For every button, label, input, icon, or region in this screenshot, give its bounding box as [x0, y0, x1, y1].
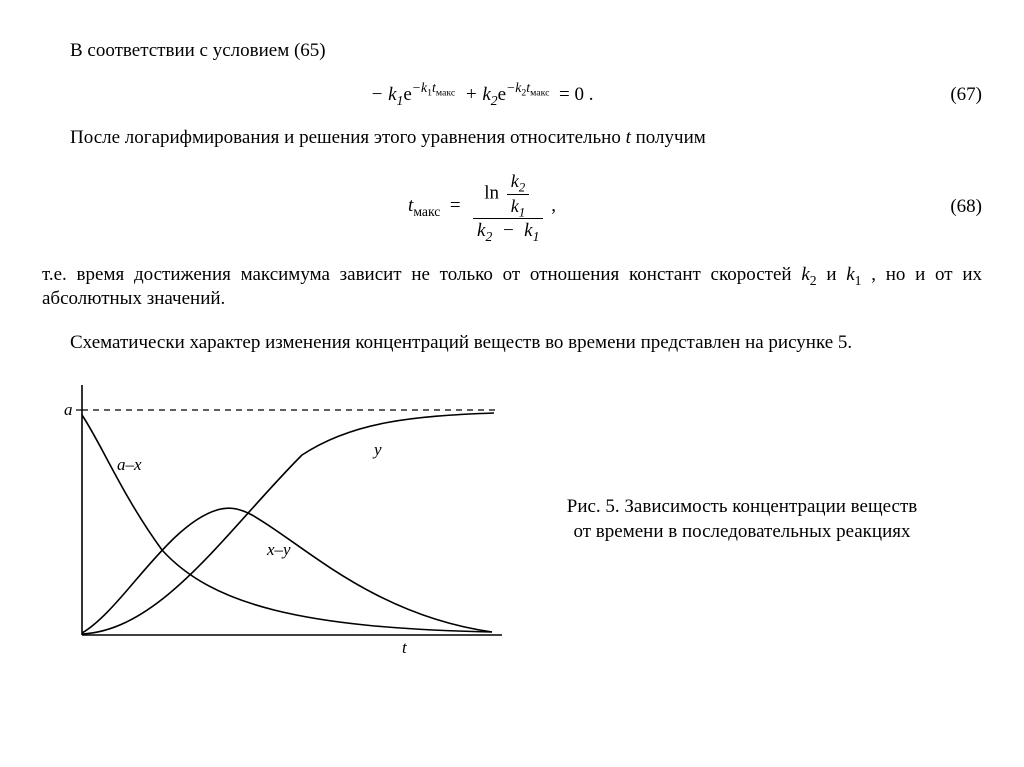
p2-end: получим: [631, 127, 706, 148]
p3-k1: k: [846, 264, 854, 285]
minus-sign: −: [371, 84, 384, 105]
p3a: т.е. время достижения максимума зависит …: [42, 264, 801, 285]
eq68-inner-fraction: k2 k1: [507, 170, 530, 218]
p3-k1sub: 1: [855, 272, 862, 287]
eq68-tmax: макс: [413, 204, 440, 219]
zero: 0: [575, 84, 585, 105]
svg-text:x–y: x–y: [266, 540, 291, 559]
eq68-fraction: ln k2 k1 k2 − k1: [473, 170, 543, 244]
figure-5-caption-line2: от времени в последовательных реакциях: [573, 521, 910, 542]
paragraph-after-eq67: После логарифмирования и решения этого у…: [42, 126, 982, 151]
eq68-num-k2: k: [511, 171, 519, 191]
equation-67-number: (67): [922, 83, 982, 108]
var-k: k: [388, 84, 396, 105]
equation-68: tмакс = ln k2 k1 k2 − k1 , (68): [42, 170, 982, 244]
eq68-den-minus: −: [502, 220, 515, 241]
equation-68-number: (68): [922, 195, 982, 220]
eq68-comma: ,: [551, 195, 556, 216]
figure-5-caption-line1: Рис. 5. Зависимость концентрации веществ: [567, 496, 917, 517]
figure-5-chart: a a–x x–y y t: [42, 375, 522, 665]
eq68-equals: =: [450, 195, 461, 216]
eq68-num-k1: k: [511, 196, 519, 216]
figure-block: a a–x x–y y t Рис. 5. Зависимость концентрац…: [42, 375, 982, 665]
p3b: и: [817, 264, 847, 285]
exp-minus: −: [412, 80, 421, 95]
paragraph-explain: т.е. время достижения максимума зависит …: [42, 263, 982, 312]
exp-tmax: макс: [436, 88, 455, 99]
sub-2: 2: [491, 92, 498, 107]
eq68-den-k2sub: 2: [485, 229, 492, 244]
paragraph-figref: Схематически характер изменения концентр…: [42, 331, 982, 356]
eq68-num-k1sub: 1: [519, 204, 526, 219]
p2-text: После логарифмирования и решения этого у…: [70, 127, 626, 148]
svg-text:y: y: [372, 440, 382, 459]
chart-svg: a a–x x–y y t: [42, 375, 522, 665]
equation-67: − k1e−k1tмакс + k2e−k2tмакс = 0 . (67): [42, 83, 982, 108]
p3-k2sub: 2: [810, 272, 817, 287]
paragraph-intro: В соответствии с условием (65): [42, 39, 982, 64]
equation-67-body: − k1e−k1tмакс + k2e−k2tмакс = 0 .: [42, 83, 922, 108]
eq68-den-k1: k: [524, 220, 532, 241]
var-k2: k: [482, 84, 490, 105]
eq68-den-k1sub: 1: [533, 229, 540, 244]
plus-sign: +: [465, 84, 478, 105]
equals-sign: =: [559, 84, 570, 105]
dot: .: [589, 84, 594, 105]
p3-k2: k: [801, 264, 809, 285]
svg-text:t: t: [402, 638, 408, 657]
svg-text:a–x: a–x: [117, 455, 142, 474]
eq68-num-k2sub: 2: [519, 180, 526, 195]
equation-68-body: tмакс = ln k2 k1 k2 − k1 ,: [42, 170, 922, 244]
figure-5-caption: Рис. 5. Зависимость концентрации веществ…: [522, 495, 982, 544]
exp2-tmax: макс: [530, 88, 549, 99]
svg-text:a: a: [64, 400, 73, 419]
exp2-minus: −: [506, 80, 515, 95]
eq68-ln: ln: [484, 182, 499, 203]
